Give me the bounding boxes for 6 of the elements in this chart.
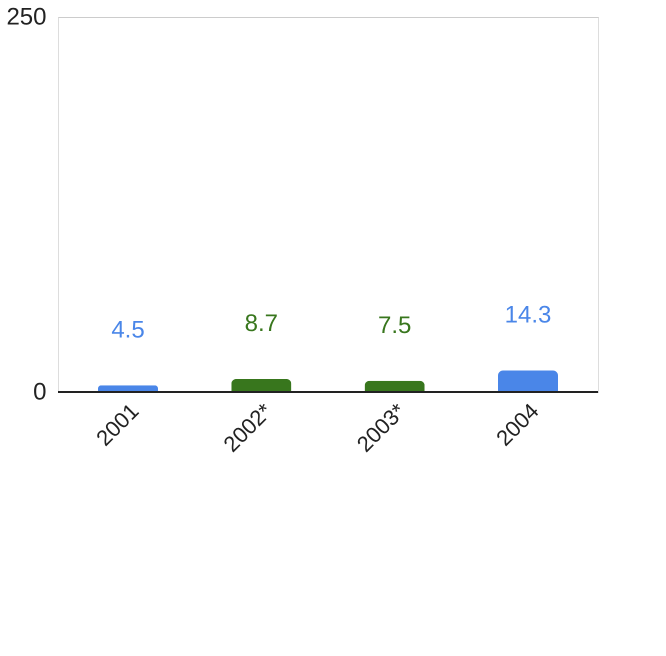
y-tick-label: 250 — [6, 4, 46, 30]
y-tick-label: 0 — [33, 378, 46, 406]
data-label: 7.5 — [378, 312, 412, 339]
data-label: 14.3 — [504, 302, 552, 329]
data-label: 8.7 — [244, 310, 278, 337]
data-label: 4.5 — [111, 316, 145, 344]
